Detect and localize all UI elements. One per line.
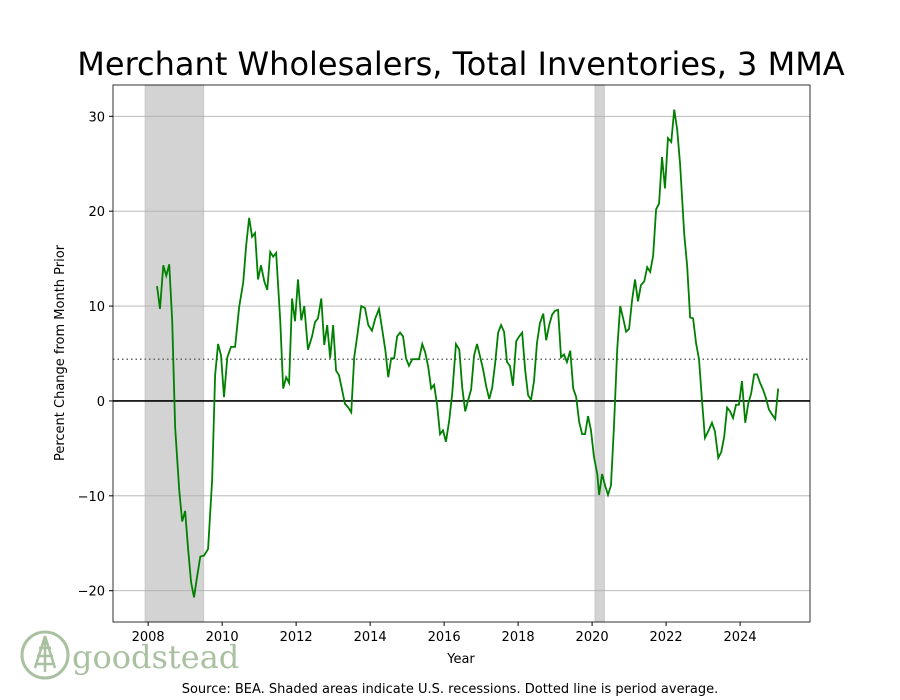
x-tick-label: 2022 bbox=[650, 630, 683, 645]
logo-ring bbox=[20, 630, 70, 680]
plot-frame bbox=[112, 84, 811, 623]
x-tick-label: 2020 bbox=[576, 630, 609, 645]
y-tick-label: 0 bbox=[97, 395, 105, 410]
x-tick-label: 2010 bbox=[206, 630, 239, 645]
x-tick-label: 2014 bbox=[354, 630, 387, 645]
x-tick-label: 2012 bbox=[280, 630, 313, 645]
recession-band bbox=[594, 84, 605, 623]
y-axis-label: Percent Change from Month Prior bbox=[53, 244, 68, 461]
y-tick-label: 10 bbox=[88, 300, 105, 315]
logo: goodstead bbox=[20, 630, 239, 680]
chart-title: Merchant Wholesalers, Total Inventories,… bbox=[77, 45, 845, 83]
logo-tree bbox=[33, 635, 57, 672]
y-tick-label: −20 bbox=[78, 585, 105, 600]
x-tick-label: 2018 bbox=[502, 630, 535, 645]
y-tick-label: −10 bbox=[78, 490, 105, 505]
footnote: Source: BEA. Shaded areas indicate U.S. … bbox=[182, 682, 719, 697]
x-axis-label: Year bbox=[446, 652, 475, 667]
y-tick-label: 20 bbox=[88, 205, 105, 220]
y-tick-label: 30 bbox=[88, 110, 105, 125]
x-tick-label: 2024 bbox=[724, 630, 757, 645]
x-tick-label: 2016 bbox=[428, 630, 461, 645]
logo-text: goodstead bbox=[72, 638, 239, 676]
x-tick-label: 2008 bbox=[132, 630, 165, 645]
series-line bbox=[156, 109, 780, 598]
recession-band bbox=[144, 84, 205, 623]
